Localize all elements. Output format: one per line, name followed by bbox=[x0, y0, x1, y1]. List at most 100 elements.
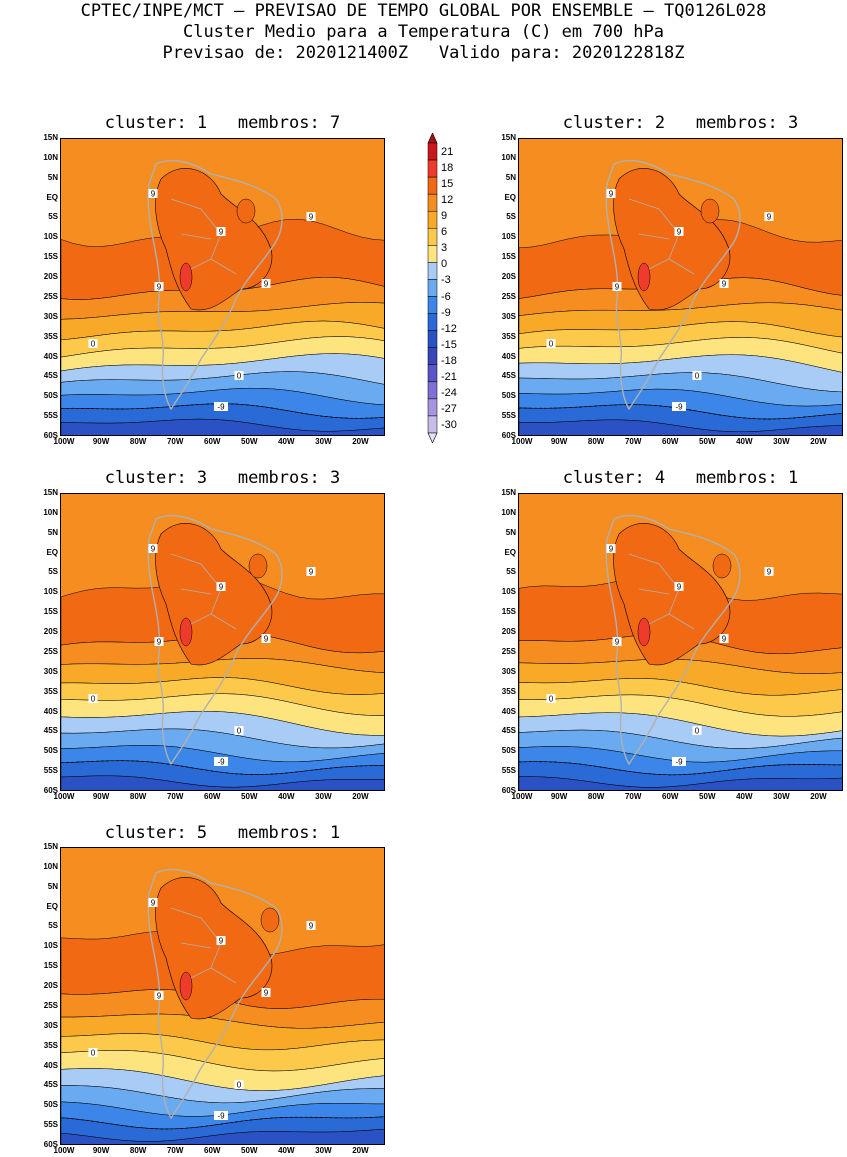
temperature-map: 9 9 9 9 9 0 0 -9 bbox=[518, 138, 843, 436]
lon-tick-label: 70W bbox=[166, 1146, 184, 1155]
contour-label-text: 9 bbox=[219, 228, 224, 237]
lat-tick-label: 5N bbox=[47, 527, 58, 537]
contour-label-text: 0 bbox=[237, 372, 242, 381]
lon-tick-label: 20W bbox=[810, 792, 827, 801]
lon-tick-label: 50W bbox=[699, 792, 716, 801]
contour-label: 9 bbox=[764, 567, 774, 577]
lon-tick-label: 80W bbox=[587, 792, 605, 801]
contour-minus-nine bbox=[61, 1116, 384, 1130]
lat-tick-label: 25S bbox=[43, 1000, 58, 1010]
lat-tick-label: 45S bbox=[43, 371, 58, 381]
lat-tick-label: 10S bbox=[501, 232, 516, 242]
lon-tick-label: 100W bbox=[53, 792, 75, 801]
colorbar-graphic bbox=[427, 132, 438, 444]
lat-tick-label: 50S bbox=[501, 391, 516, 401]
contour-label-text: 0 bbox=[549, 340, 554, 349]
temperature-map: 9 9 9 9 9 0 0 -9 bbox=[60, 138, 385, 436]
colorbar-label: -3 bbox=[441, 274, 451, 287]
colorbar-arrow-top bbox=[427, 132, 438, 144]
lat-tick-label: 40S bbox=[43, 351, 58, 361]
lon-tick-label: 50W bbox=[241, 792, 258, 801]
lon-tick-label: 80W bbox=[587, 437, 605, 446]
hot-core bbox=[637, 617, 651, 647]
lat-tick-label: 15S bbox=[43, 961, 58, 971]
colorbar-arrow-bottom bbox=[427, 432, 438, 444]
lat-tick-label: 25S bbox=[501, 646, 516, 656]
contour-label: 9 bbox=[216, 227, 226, 237]
panel-title: cluster: 4 membros: 1 bbox=[562, 468, 799, 488]
contour-label-text: 9 bbox=[264, 280, 269, 289]
lat-tick-label: 20S bbox=[43, 272, 58, 282]
colorbar-label: 15 bbox=[441, 177, 454, 190]
lon-tick-label: 30W bbox=[315, 792, 332, 801]
contour-label: 9 bbox=[261, 634, 271, 644]
lat-tick-label: 5N bbox=[47, 881, 58, 891]
panel-title: cluster: 3 membros: 3 bbox=[104, 468, 341, 488]
lat-tick-label: 45S bbox=[43, 1080, 58, 1090]
colorbar-label: 0 bbox=[441, 258, 448, 271]
contour-label-text: 9 bbox=[722, 280, 727, 289]
contour-label-text: -9 bbox=[675, 403, 683, 412]
contour-label: 9 bbox=[606, 189, 616, 199]
lat-tick-label: 40S bbox=[43, 706, 58, 716]
lon-tick-label: 40W bbox=[278, 437, 295, 446]
contour-label-text: 0 bbox=[695, 727, 700, 736]
contour-label-text: 9 bbox=[615, 638, 620, 647]
colorbar-swatch bbox=[427, 228, 438, 246]
lat-tick-label: 50S bbox=[501, 746, 516, 756]
colorbar-label: 9 bbox=[441, 210, 448, 222]
contour-label-text: -9 bbox=[217, 758, 225, 767]
colorbar-label: -24 bbox=[441, 387, 457, 400]
lat-tick-label: 35S bbox=[501, 686, 516, 696]
lat-tick-label: 10N bbox=[43, 152, 58, 162]
colorbar-swatch bbox=[427, 398, 438, 417]
lon-tick-label: 60W bbox=[204, 437, 221, 446]
lon-tick-label: 50W bbox=[241, 1146, 258, 1155]
contour-label-text: 9 bbox=[264, 635, 269, 644]
contour-label-text: -9 bbox=[217, 403, 225, 412]
contour-label: 0 bbox=[692, 726, 702, 736]
lat-tick-label: 15S bbox=[501, 607, 516, 617]
contour-label-text: 0 bbox=[237, 727, 242, 736]
hot-core bbox=[637, 262, 651, 292]
temperature-field: 9 9 9 9 9 0 0 -9 bbox=[61, 139, 384, 435]
colorbar-swatch bbox=[427, 262, 438, 280]
lon-tick-label: 30W bbox=[315, 437, 332, 446]
temperature-map: 9 9 9 9 9 0 0 -9 bbox=[60, 847, 385, 1145]
lat-tick-label: 10N bbox=[501, 152, 516, 162]
contour-minus-nine bbox=[519, 761, 842, 776]
temperature-band bbox=[61, 1128, 384, 1144]
lon-tick-label: 60W bbox=[204, 792, 221, 801]
lat-tick-label: 25S bbox=[501, 291, 516, 301]
lat-tick-label: 45S bbox=[43, 726, 58, 736]
lat-tick-label: 10S bbox=[43, 941, 58, 951]
warm-spot bbox=[712, 553, 732, 579]
temperature-band bbox=[519, 139, 842, 248]
lon-tick-label: 40W bbox=[278, 792, 295, 801]
lon-tick-label: 30W bbox=[773, 792, 790, 801]
contour-label: 0 bbox=[692, 371, 702, 381]
lat-tick-label: 5S bbox=[48, 567, 58, 577]
temperature-map: 9 9 9 9 9 0 0 -9 bbox=[60, 493, 385, 791]
lat-tick-label: 15N bbox=[43, 133, 58, 142]
lat-tick-label: EQ bbox=[46, 192, 58, 202]
contour-label-text: 9 bbox=[151, 190, 156, 199]
contour-label: 9 bbox=[148, 544, 158, 554]
warm-spot bbox=[700, 198, 720, 224]
contour-label: 9 bbox=[674, 227, 684, 237]
contour-minus-nine bbox=[61, 760, 384, 775]
lat-tick-label: 30S bbox=[501, 311, 516, 321]
colorbar-label: -21 bbox=[441, 371, 457, 384]
contour-label: 0 bbox=[88, 1048, 98, 1058]
contour-label: 9 bbox=[674, 582, 684, 592]
lon-tick-label: 20W bbox=[810, 437, 827, 446]
colorbar-swatch bbox=[427, 245, 438, 263]
lon-tick-label: 100W bbox=[53, 1146, 75, 1155]
lat-tick-label: 50S bbox=[43, 1100, 58, 1110]
lon-tick-label: 30W bbox=[773, 437, 790, 446]
contour-label: 9 bbox=[154, 282, 164, 292]
lat-tick-label: 40S bbox=[501, 351, 516, 361]
lat-tick-label: 5S bbox=[506, 567, 516, 577]
lat-tick-label: 20S bbox=[501, 627, 516, 637]
lon-tick-label: 60W bbox=[662, 437, 679, 446]
